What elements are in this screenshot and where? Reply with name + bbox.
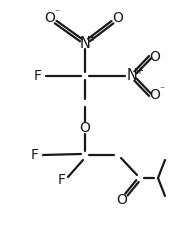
Text: +: +	[88, 33, 96, 43]
Text: ⁻: ⁻	[159, 85, 165, 95]
Text: F: F	[34, 69, 42, 83]
Text: F: F	[31, 148, 39, 162]
Text: +: +	[135, 66, 143, 76]
Text: O: O	[150, 50, 160, 64]
Text: N: N	[126, 68, 137, 84]
Text: O: O	[113, 11, 123, 25]
Text: O: O	[80, 121, 90, 135]
Text: F: F	[58, 173, 66, 187]
Text: ⁻: ⁻	[54, 8, 59, 18]
Text: O: O	[45, 11, 55, 25]
Text: N: N	[80, 35, 90, 51]
Text: O: O	[150, 88, 160, 102]
Text: O: O	[117, 193, 128, 207]
